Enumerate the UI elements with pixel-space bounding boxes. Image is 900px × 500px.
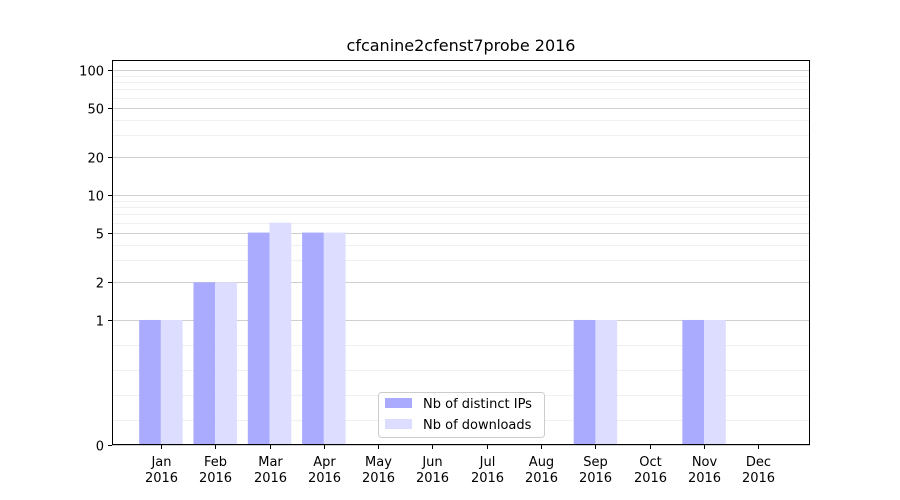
grid-lines: [112, 70, 810, 446]
x-tick-label-month: May: [365, 455, 392, 470]
legend-swatch: [385, 398, 412, 408]
bar-downloads-apr: [323, 232, 346, 445]
x-tick-label-year: 2016: [742, 471, 775, 486]
legend-label: Nb of distinct IPs: [423, 397, 532, 412]
x-tick-label-month: Aug: [529, 455, 554, 470]
y-tick-label: 10: [87, 190, 104, 205]
bar-distinct-ips-apr: [302, 232, 324, 445]
x-tick-label-year: 2016: [416, 471, 449, 486]
bar-downloads-nov: [704, 319, 726, 445]
y-tick-label: 5: [96, 228, 104, 243]
y-tick-label: 100: [79, 65, 104, 80]
x-tick-label-month: Apr: [313, 455, 336, 470]
x-tick-label-month: Nov: [692, 455, 718, 470]
x-tick-label-month: Mar: [258, 455, 283, 470]
x-tick-label-year: 2016: [579, 471, 612, 486]
bar-downloads-mar: [269, 222, 292, 445]
x-tick-label-month: Jun: [421, 455, 442, 470]
y-tick-label: 1: [96, 315, 104, 330]
bar-distinct-ips-nov: [682, 319, 705, 445]
bars: [139, 222, 726, 445]
bar-downloads-sep: [595, 319, 618, 445]
x-tick-label-month: Oct: [639, 455, 661, 470]
x-tick-label-year: 2016: [634, 471, 667, 486]
bar-downloads-feb: [215, 282, 237, 445]
bar-distinct-ips-sep: [573, 319, 596, 445]
y-tick-label: 50: [87, 103, 104, 118]
bar-downloads-jan: [160, 319, 183, 445]
legend: Nb of distinct IPs Nb of downloads: [378, 392, 545, 438]
x-tick-label-year: 2016: [688, 471, 721, 486]
legend-label: Nb of downloads: [423, 418, 532, 433]
x-tick-label-year: 2016: [362, 471, 395, 486]
x-tick-label-year: 2016: [525, 471, 558, 486]
x-tick-label-month: Sep: [583, 455, 608, 470]
chart-title: cfcanine2cfenst7probe 2016: [347, 36, 576, 55]
legend-swatch: [385, 419, 412, 429]
x-tick-label-month: Jul: [479, 455, 496, 470]
y-tick-label: 0: [96, 440, 104, 455]
x-axis: Jan2016Feb2016Mar2016Apr2016May2016Jun20…: [145, 445, 775, 486]
bar-distinct-ips-feb: [193, 282, 216, 445]
legend-box: [378, 392, 545, 438]
plot-frame: [112, 60, 810, 445]
y-tick-label: 20: [87, 152, 104, 167]
y-tick-label: 2: [96, 277, 104, 292]
x-tick-label-year: 2016: [254, 471, 287, 486]
x-tick-label-month: Feb: [204, 455, 227, 470]
x-tick-label-year: 2016: [308, 471, 341, 486]
x-tick-label-year: 2016: [199, 471, 232, 486]
x-tick-label-year: 2016: [145, 471, 178, 486]
y-axis: 0 1 2 5 10 20 50 100: [79, 65, 112, 455]
x-tick-label-month: Dec: [746, 455, 771, 470]
x-tick-label-month: Jan: [150, 455, 171, 470]
bar-distinct-ips-mar: [247, 232, 270, 445]
x-tick-label-year: 2016: [471, 471, 504, 486]
bar-distinct-ips-jan: [139, 319, 161, 445]
